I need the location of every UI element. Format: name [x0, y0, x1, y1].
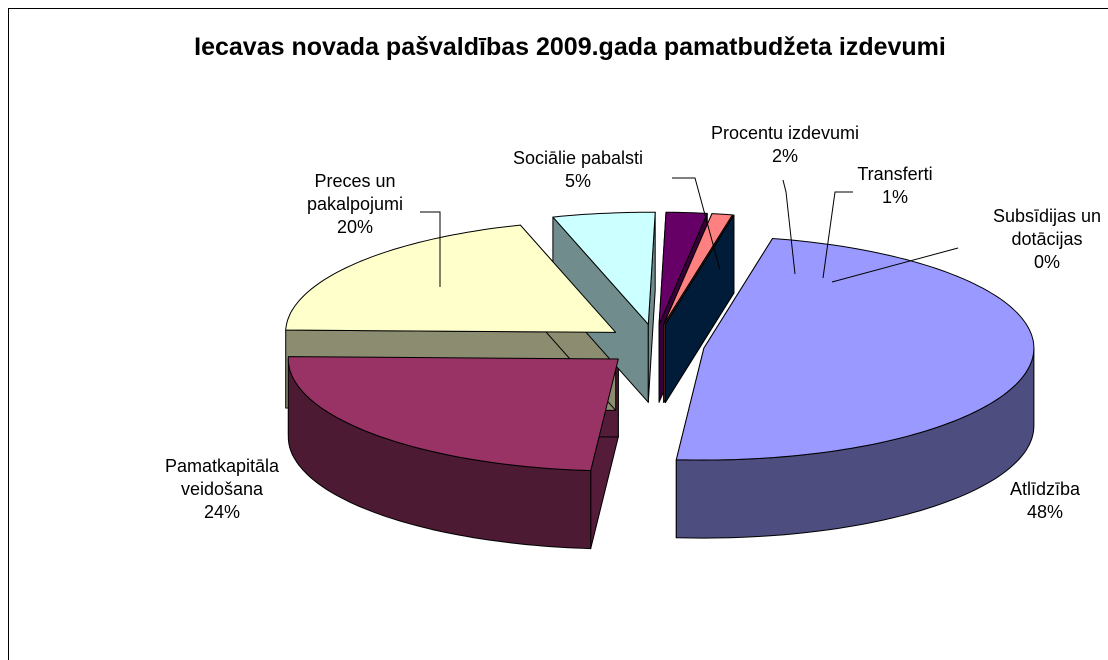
data-label: Subsīdijas un dotācijas 0% — [985, 205, 1108, 274]
category-label: Procentu izdevumi — [710, 123, 860, 143]
slice — [287, 356, 619, 472]
leader-line — [672, 177, 721, 271]
category-label: Sociālie pabalsti — [512, 148, 644, 168]
data-label: Preces un pakalpojumi 20% — [285, 170, 425, 239]
leader-line — [782, 179, 796, 275]
data-label: Procentu izdevumi 2% — [675, 122, 895, 168]
slice — [675, 238, 1035, 461]
slice — [663, 213, 733, 325]
data-label: Atlīdzība 48% — [985, 478, 1105, 524]
value-label: 24% — [203, 502, 241, 522]
data-label: Transferti 1% — [840, 163, 950, 209]
leader-line — [420, 211, 441, 287]
category-label: Subsīdijas un dotācijas — [992, 206, 1102, 249]
slice — [664, 214, 735, 326]
category-label: Atlīdzība — [1009, 479, 1081, 499]
data-label: Pamatkapitāla veidošana 24% — [132, 455, 312, 524]
leader-lines — [420, 177, 959, 287]
slice — [285, 224, 617, 333]
leader-line — [831, 247, 959, 283]
chart-title: Iecavas novada pašvaldības 2009.gada pam… — [194, 33, 946, 61]
value-label: 5% — [564, 171, 591, 191]
leader-line — [822, 191, 853, 279]
slice — [552, 211, 656, 325]
category-label: Pamatkapitāla veidošana — [164, 456, 280, 499]
value-label: 48% — [1026, 502, 1064, 522]
value-label: 1% — [881, 187, 908, 207]
value-label: 0% — [1033, 252, 1060, 272]
category-label: Transferti — [857, 164, 933, 184]
category-label: Preces un pakalpojumi — [306, 171, 404, 214]
value-label: 2% — [771, 146, 798, 166]
value-label: 20% — [336, 217, 374, 237]
pie — [285, 211, 1035, 550]
data-label: Sociālie pabalsti 5% — [478, 147, 678, 193]
